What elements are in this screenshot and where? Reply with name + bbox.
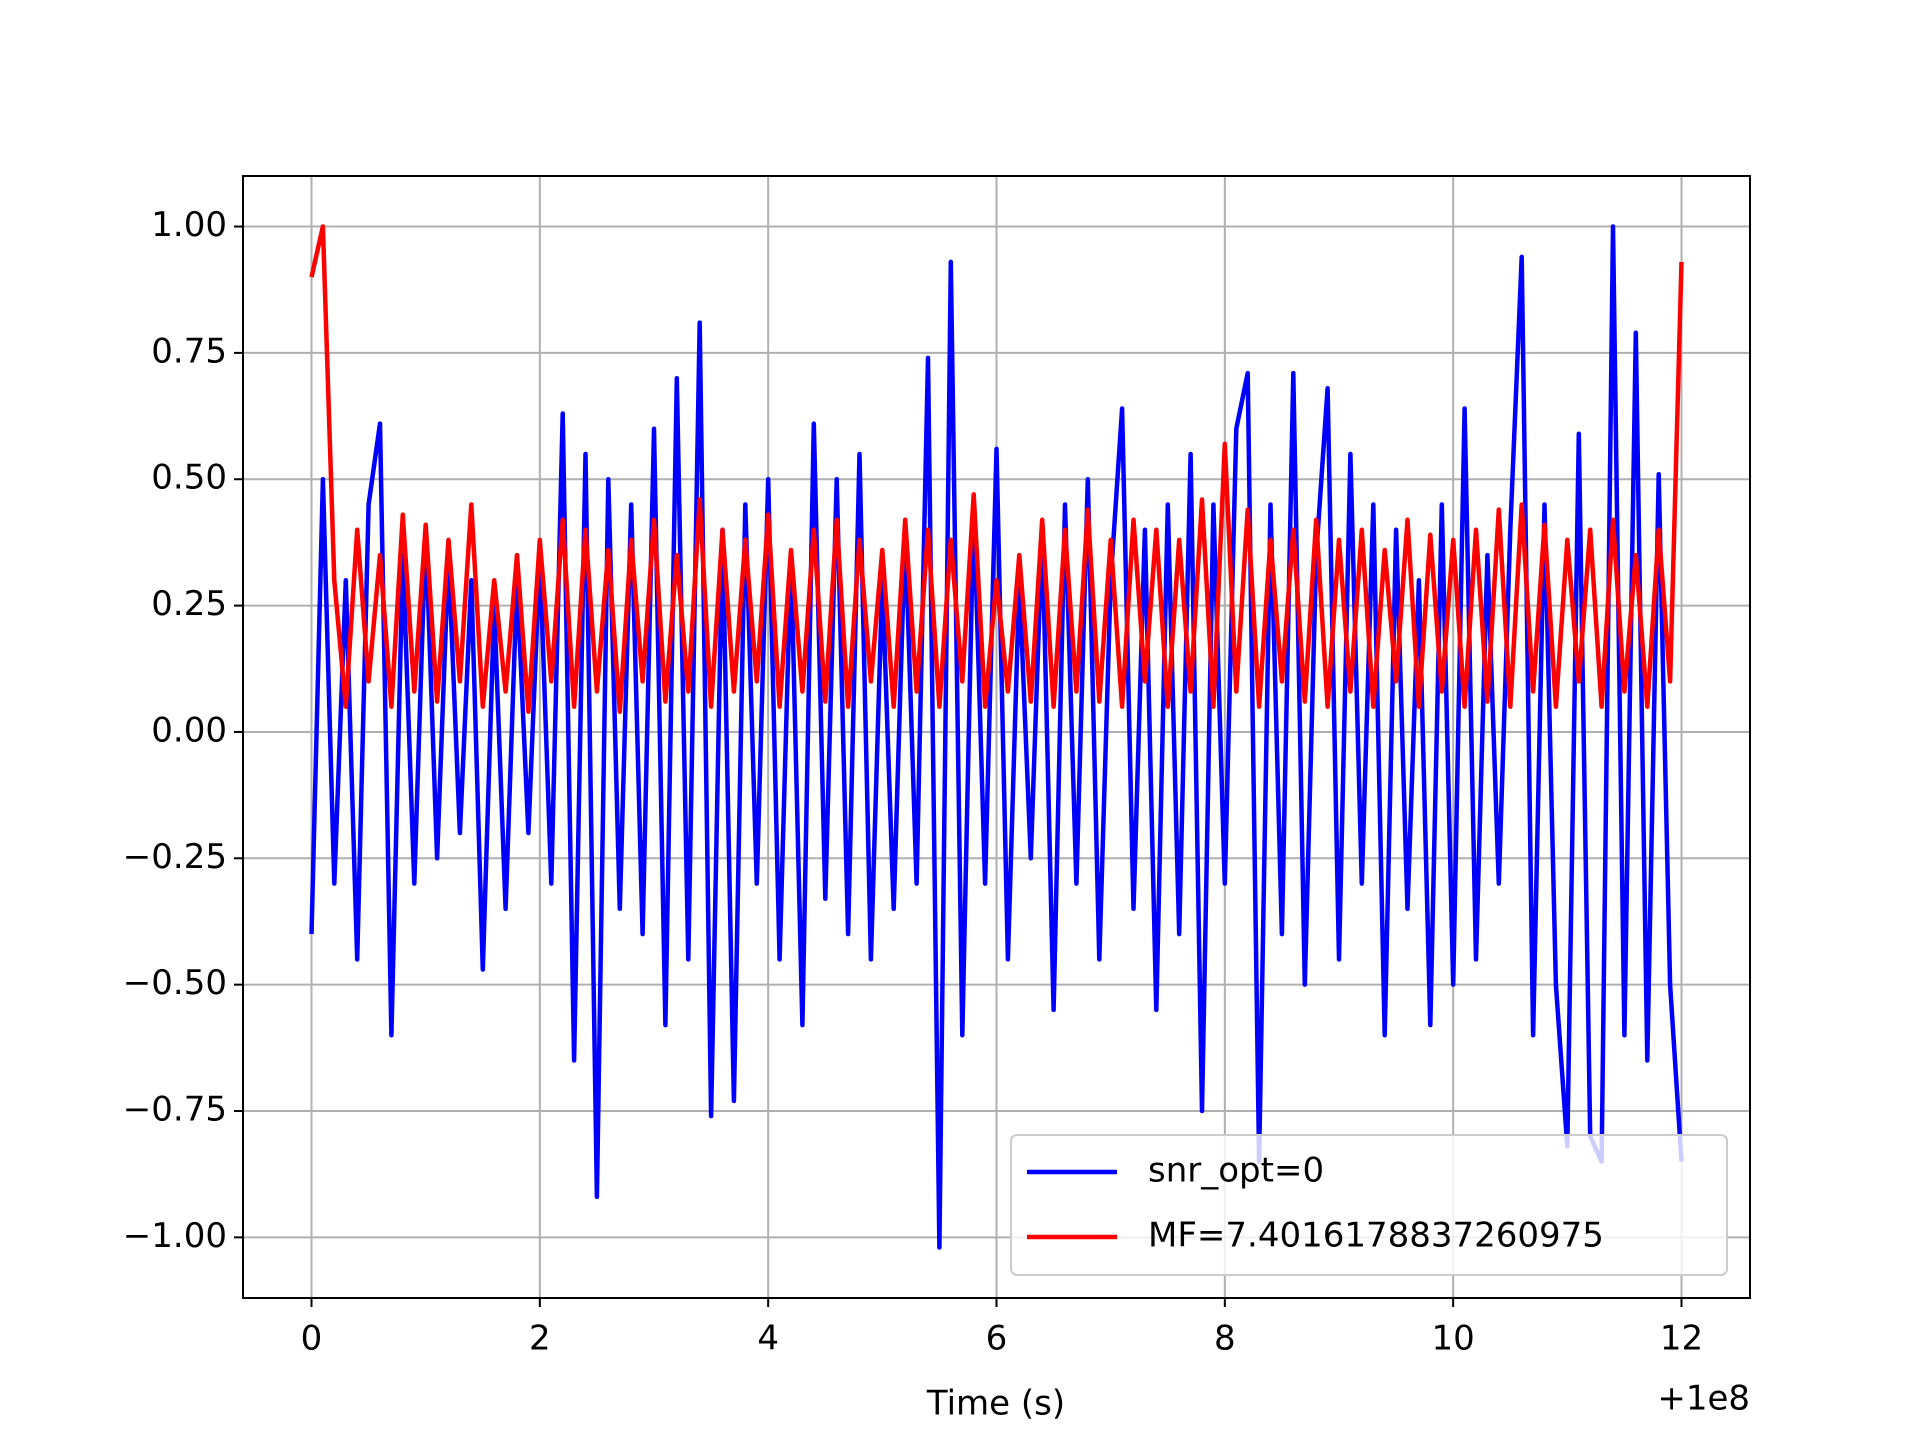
y-tick-label: −0.75 xyxy=(123,1090,227,1130)
data-line xyxy=(309,224,1684,714)
y-tick-label: −1.00 xyxy=(123,1216,227,1256)
x-tick-label: 8 xyxy=(1214,1319,1236,1359)
x-tick-label: 10 xyxy=(1432,1319,1475,1359)
x-tick-label: 12 xyxy=(1660,1319,1703,1359)
y-tick-label: 1.00 xyxy=(151,205,227,245)
x-tick-label: 0 xyxy=(301,1319,323,1359)
y-tick-label: 0.00 xyxy=(151,710,227,750)
y-tick-label: −0.25 xyxy=(123,837,227,877)
x-axis-label: Time (s) xyxy=(926,1384,1065,1424)
legend-label: snr_opt=0 xyxy=(1148,1151,1324,1191)
x-tick-label: 4 xyxy=(757,1319,779,1359)
y-tick-label: 0.75 xyxy=(151,331,227,371)
legend-box xyxy=(1010,1134,1728,1276)
x-tick-label: 6 xyxy=(986,1319,1008,1359)
plot-frame xyxy=(242,175,1751,1299)
y-tick-label: −0.50 xyxy=(123,963,227,1003)
x-offset-label: +1e8 xyxy=(1657,1379,1750,1419)
y-tick-label: 0.50 xyxy=(151,458,227,498)
x-tick-label: 2 xyxy=(529,1319,551,1359)
legend-label: MF=7.4016178837260975 xyxy=(1148,1216,1604,1256)
y-tick-label: 0.25 xyxy=(151,584,227,624)
